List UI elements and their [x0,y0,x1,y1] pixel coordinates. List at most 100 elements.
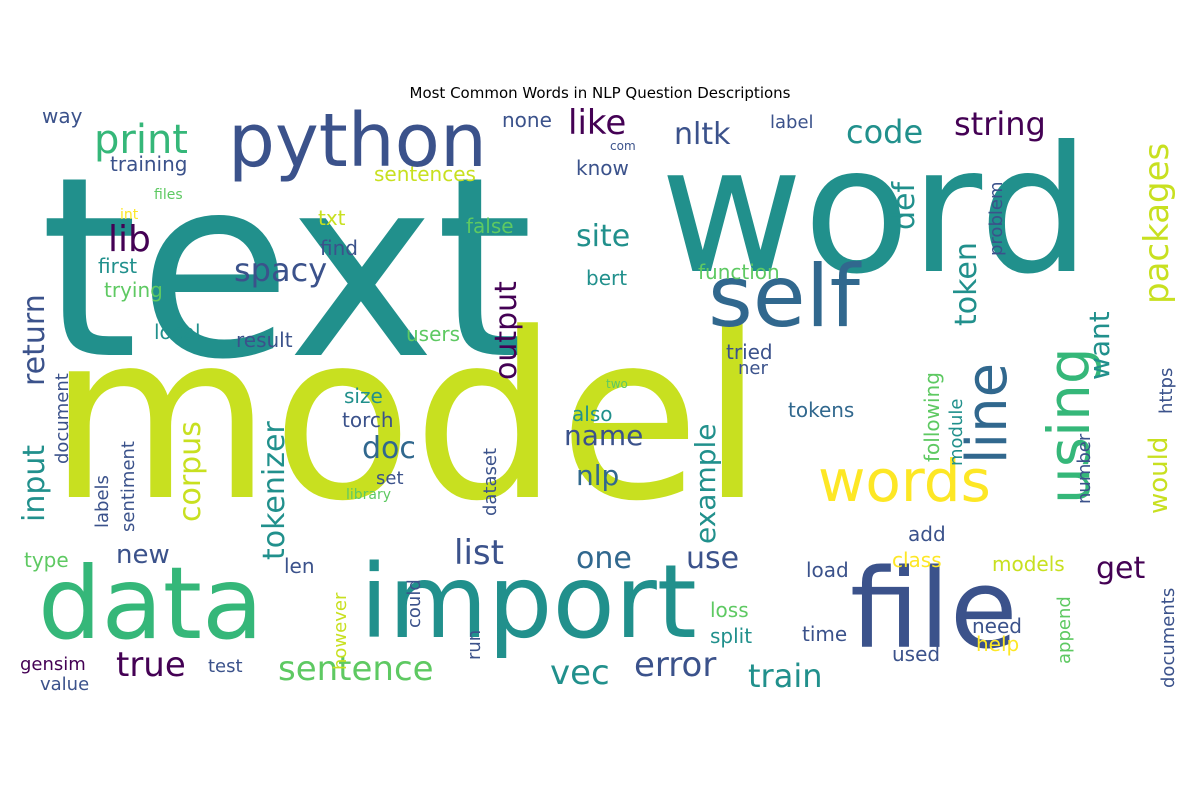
cloud-word: help [976,632,1020,656]
cloud-word: len [284,554,315,578]
cloud-word: label [770,112,814,133]
cloud-word: nltk [674,117,731,152]
cloud-word: print [94,117,188,163]
cloud-word: result [236,328,293,352]
cloud-word: use [686,541,740,576]
cloud-word: also [572,402,613,426]
cloud-word: split [710,624,753,648]
cloud-word: users [406,322,461,346]
cloud-word: could [404,579,425,628]
cloud-word: value [40,674,90,695]
cloud-word: corpus [173,421,208,522]
cloud-word: sentence [278,649,434,689]
cloud-word: text [40,123,534,414]
cloud-word: https [1156,367,1177,414]
cloud-word: local [154,320,201,344]
cloud-word: however [330,592,351,670]
cloud-word: import [360,543,697,662]
cloud-word: documents [1158,587,1179,688]
cloud-word: model [48,285,765,552]
cloud-word: packages [1137,142,1177,304]
cloud-word: one [576,541,632,576]
cloud-word: trying [104,278,163,302]
cloud-word: following [920,372,944,462]
cloud-word: size [344,384,383,408]
cloud-word: word [660,110,1091,313]
cloud-word: load [806,558,849,582]
cloud-word: output [489,281,524,380]
word-cloud: text model word python self line using d… [20,104,1180,704]
cloud-word: run [464,629,485,660]
cloud-word: txt [318,206,346,230]
cloud-word: data [38,545,264,662]
cloud-word: way [42,104,83,128]
cloud-word: append [1054,596,1075,664]
cloud-word: self [708,247,860,347]
cloud-word: like [568,104,627,143]
cloud-word: string [954,105,1046,143]
cloud-word: new [116,540,170,570]
cloud-word: loss [710,598,749,622]
cloud-word: doc [362,431,416,466]
cloud-word: tokenizer [257,421,292,560]
cloud-word: name [564,419,644,452]
cloud-word: example [689,423,722,544]
cloud-word: two [606,377,628,391]
cloud-word: def [887,181,922,230]
cloud-word: class [892,548,942,572]
chart-title: Most Common Words in NLP Question Descri… [409,84,791,102]
cloud-word: time [802,622,848,646]
cloud-word: module [946,398,967,466]
cloud-word: test [208,656,243,677]
cloud-word: number [1074,433,1095,504]
cloud-word: ner [738,358,768,379]
cloud-word: token [949,242,984,326]
cloud-word: error [634,645,717,685]
cloud-word: labels [92,475,113,528]
cloud-word: python [228,104,487,184]
cloud-word: document [52,373,73,464]
cloud-word: get [1096,551,1146,586]
cloud-word: train [748,657,823,695]
cloud-word: tried [726,340,773,364]
cloud-word: bert [586,266,628,290]
cloud-word: lib [108,219,151,260]
cloud-word: dataset [480,447,501,516]
cloud-word: want [1083,311,1116,380]
cloud-word: input [20,444,52,522]
cloud-word: words [818,447,991,515]
cloud-word: int [120,207,139,223]
cloud-word: none [502,108,552,132]
cloud-word: nlp [576,459,620,492]
cloud-word: list [454,533,504,573]
cloud-word: training [110,152,188,176]
cloud-word: first [98,254,138,278]
cloud-word: used [892,642,941,666]
cloud-word: true [116,645,186,685]
cloud-word: models [992,552,1065,576]
cloud-word: com [610,139,636,153]
cloud-word: find [320,236,358,260]
cloud-word: set [376,468,404,489]
cloud-word: know [576,156,629,180]
cloud-word: vec [550,653,610,693]
cloud-word: false [466,214,514,238]
cloud-word: need [972,614,1022,638]
cloud-word: add [908,522,946,546]
cloud-word: would [1144,436,1174,514]
cloud-word: type [24,548,69,572]
cloud-word: tokens [788,398,855,422]
cloud-word: return [20,294,52,386]
cloud-word: sentiment [118,441,139,532]
cloud-word: file [850,545,1018,673]
cloud-word: code [846,113,924,151]
cloud-word: site [576,219,631,254]
cloud-word: problem [986,181,1007,256]
cloud-word: spacy [234,251,328,289]
cloud-word: gensim [20,654,86,675]
cloud-word: library [346,487,392,503]
cloud-word: torch [342,408,394,432]
cloud-word: sentences [374,162,476,186]
cloud-word: function [698,260,780,284]
cloud-word: files [154,187,183,203]
